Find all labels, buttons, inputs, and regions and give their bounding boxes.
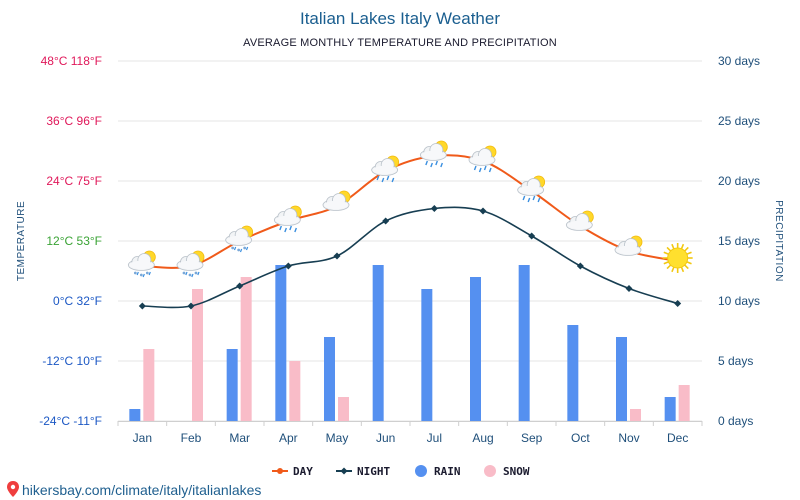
snow-bar <box>338 397 349 421</box>
map-pin-icon <box>7 481 19 497</box>
night-point <box>236 282 244 290</box>
night-point <box>576 262 584 270</box>
sun-cloud-rain-icon <box>371 155 400 183</box>
sun-cloud-rain-icon <box>468 145 497 173</box>
temperature-tick-label: 24°C 75°F <box>46 174 102 188</box>
sun-cloud-icon <box>565 210 594 231</box>
sun-icon <box>662 243 693 273</box>
snow-bar <box>678 385 690 421</box>
sun-cloud-rain-icon <box>517 175 546 203</box>
snow-bar <box>143 349 155 421</box>
precipitation-tick-label: 20 days <box>718 174 760 188</box>
night-point <box>528 232 536 240</box>
rain-bar <box>616 337 627 421</box>
legend-item-night[interactable]: NIGHT <box>336 465 390 478</box>
legend-label: NIGHT <box>357 465 390 478</box>
month-label: Feb <box>181 431 202 445</box>
sun-cloud-snow-icon <box>176 250 205 278</box>
source-link[interactable]: hikersbay.com/climate/italy/italianlakes <box>7 481 261 498</box>
sun-cloud-icon <box>614 235 643 256</box>
rain-bar <box>372 265 384 421</box>
month-label: Jul <box>427 431 442 445</box>
sun-cloud-snow-icon <box>225 225 254 253</box>
rain-bar <box>518 265 530 421</box>
month-label: Apr <box>279 431 298 445</box>
legend-dot-swatch <box>415 465 427 477</box>
month-label: Nov <box>618 431 639 445</box>
snow-bar <box>192 289 203 421</box>
month-label: Jun <box>376 431 395 445</box>
temperature-tick-label: 48°C 118°F <box>41 54 102 68</box>
month-label: Oct <box>571 431 590 445</box>
night-point <box>674 300 682 307</box>
legend-label: RAIN <box>434 465 461 478</box>
month-label: Jan <box>133 431 152 445</box>
gridlines <box>117 60 703 426</box>
temperature-tick-label: 36°C 96°F <box>46 114 102 128</box>
precipitation-tick-label: 15 days <box>718 234 760 248</box>
rain-bar <box>324 337 335 421</box>
precipitation-tick-label: 30 days <box>718 54 760 68</box>
legend-item-rain[interactable]: RAIN <box>415 465 461 478</box>
rain-bar <box>226 349 238 421</box>
weather-icons <box>127 140 693 278</box>
night-point <box>138 302 146 310</box>
sun-cloud-icon <box>322 190 351 211</box>
month-label: Aug <box>472 431 493 445</box>
precipitation-tick-label: 5 days <box>718 354 753 368</box>
legend-label: DAY <box>293 465 313 478</box>
sun-cloud-snow-icon <box>127 250 156 278</box>
temperature-tick-label: -24°C -11°F <box>39 414 102 428</box>
chart-legend: DAY NIGHT RAIN SNOW <box>272 465 530 478</box>
chart-title: Italian Lakes Italy Weather <box>300 9 500 28</box>
night-point <box>333 252 341 260</box>
day-line <box>142 154 678 269</box>
temperature-lines <box>138 153 682 310</box>
temperature-tick-label: -12°C 10°F <box>42 354 102 368</box>
temperature-tick-label: 0°C 32°F <box>53 294 102 308</box>
legend-item-snow[interactable]: SNOW <box>484 465 530 478</box>
night-point <box>382 217 390 225</box>
precipitation-bars <box>129 265 690 421</box>
night-point <box>284 262 292 270</box>
rain-bar <box>421 289 433 421</box>
precipitation-tick-label: 10 days <box>718 294 760 308</box>
precipitation-tick-label: 0 days <box>718 414 753 428</box>
temperature-axis: 48°C 118°F 36°C 96°F 24°C 75°F 12°C 53°F 0°C… <box>39 54 102 428</box>
temperature-tick-label: 12°C 53°F <box>46 234 102 248</box>
precipitation-axis: 30 days 25 days 20 days 15 days 10 days 5 day… <box>718 54 760 428</box>
legend-marker <box>277 468 283 474</box>
rain-bar <box>470 277 481 421</box>
chart-subtitle: AVERAGE MONTHLY TEMPERATURE AND PRECIPIT… <box>243 37 557 49</box>
night-point <box>430 205 438 212</box>
month-label: Sep <box>521 431 543 445</box>
night-point <box>187 302 195 310</box>
sun-cloud-rain-icon <box>419 140 448 168</box>
precipitation-tick-label: 25 days <box>718 114 760 128</box>
legend-marker <box>340 467 348 475</box>
legend-dot-swatch <box>484 465 496 477</box>
temperature-axis-title: TEMPERATURE <box>16 201 27 281</box>
legend-item-day[interactable]: DAY <box>272 465 313 478</box>
rain-bar <box>567 325 579 421</box>
legend-label: SNOW <box>503 465 530 478</box>
precipitation-axis-title: PRECIPITATION <box>773 200 784 282</box>
rain-bar <box>664 397 676 421</box>
rain-bar <box>275 265 287 421</box>
sun-cloud-rain-icon <box>273 205 302 233</box>
night-point <box>625 285 633 292</box>
month-labels: Jan Feb Mar Apr May Jun Jul Aug Sep Oct Nov Dec <box>133 431 689 445</box>
snow-bar <box>630 409 641 421</box>
snow-bar <box>240 277 252 421</box>
rain-bar <box>129 409 141 421</box>
night-point <box>479 207 487 215</box>
month-label: Mar <box>229 431 250 445</box>
month-label: May <box>326 431 349 445</box>
month-label: Dec <box>667 431 688 445</box>
night-line <box>142 206 678 309</box>
source-url[interactable]: hikersbay.com/climate/italy/italianlakes <box>22 482 261 498</box>
snow-bar <box>289 361 301 421</box>
